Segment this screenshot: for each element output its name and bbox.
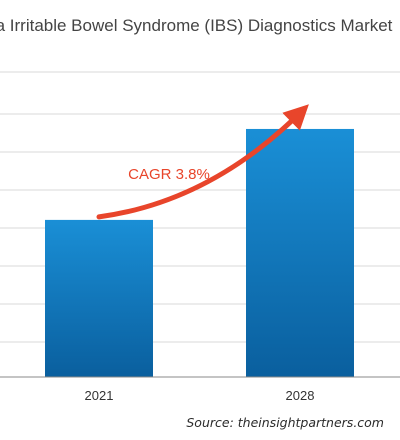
cagr-annotation: CAGR 3.8% bbox=[128, 166, 210, 183]
x-tick-label: 2028 bbox=[286, 388, 315, 403]
bar-2028 bbox=[246, 128, 354, 377]
chart-title: Africa Irritable Bowel Syndrome (IBS) Di… bbox=[0, 16, 393, 35]
x-tick-labels: 2021 2028 bbox=[85, 388, 315, 403]
x-tick-label: 2021 bbox=[85, 388, 114, 403]
bar-2021 bbox=[45, 219, 153, 377]
bars bbox=[45, 128, 354, 377]
cagr-arrow bbox=[96, 104, 309, 220]
source-note: Source: theinsightpartners.com bbox=[186, 415, 384, 430]
